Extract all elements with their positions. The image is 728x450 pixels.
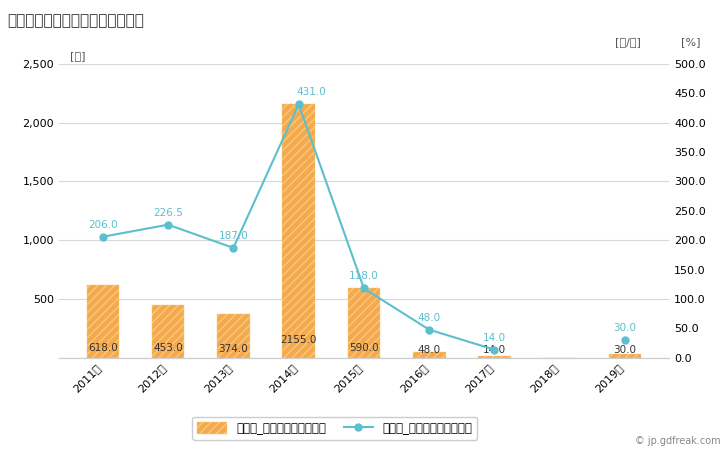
Text: 431.0: 431.0 — [297, 87, 327, 97]
Bar — [151, 305, 184, 358]
Text: 618.0: 618.0 — [88, 342, 118, 353]
Bar — [347, 288, 380, 358]
Bar — [413, 352, 446, 358]
Bar — [478, 356, 511, 358]
Text: 118.0: 118.0 — [349, 271, 379, 281]
Text: 30.0: 30.0 — [614, 323, 636, 333]
Text: 30.0: 30.0 — [614, 346, 636, 356]
Text: 14.0: 14.0 — [483, 333, 506, 342]
Bar — [609, 355, 641, 358]
Text: © jp.gdfreak.com: © jp.gdfreak.com — [635, 436, 721, 446]
Text: 226.5: 226.5 — [153, 207, 183, 218]
Bar — [87, 285, 119, 358]
Text: [㎡/棟]: [㎡/棟] — [615, 37, 641, 47]
Text: 187.0: 187.0 — [218, 231, 248, 241]
Text: 590.0: 590.0 — [349, 343, 379, 353]
Text: 374.0: 374.0 — [218, 344, 248, 354]
Text: 48.0: 48.0 — [418, 313, 440, 323]
Text: [%]: [%] — [681, 37, 700, 47]
Text: 14.0: 14.0 — [483, 346, 506, 356]
Text: 非木造建築物の床面積合計の推移: 非木造建築物の床面積合計の推移 — [7, 14, 144, 28]
Bar — [217, 314, 250, 358]
Text: 453.0: 453.0 — [153, 343, 183, 353]
Text: 48.0: 48.0 — [418, 345, 440, 356]
Text: 206.0: 206.0 — [88, 220, 118, 230]
Text: 2155.0: 2155.0 — [280, 335, 317, 346]
Text: [㎡]: [㎡] — [70, 51, 86, 61]
Legend: 非木造_床面積合計（左軸）, 非木造_平均床面積（右軸）: 非木造_床面積合計（左軸）, 非木造_平均床面積（右軸） — [192, 417, 478, 440]
Bar — [282, 104, 315, 358]
